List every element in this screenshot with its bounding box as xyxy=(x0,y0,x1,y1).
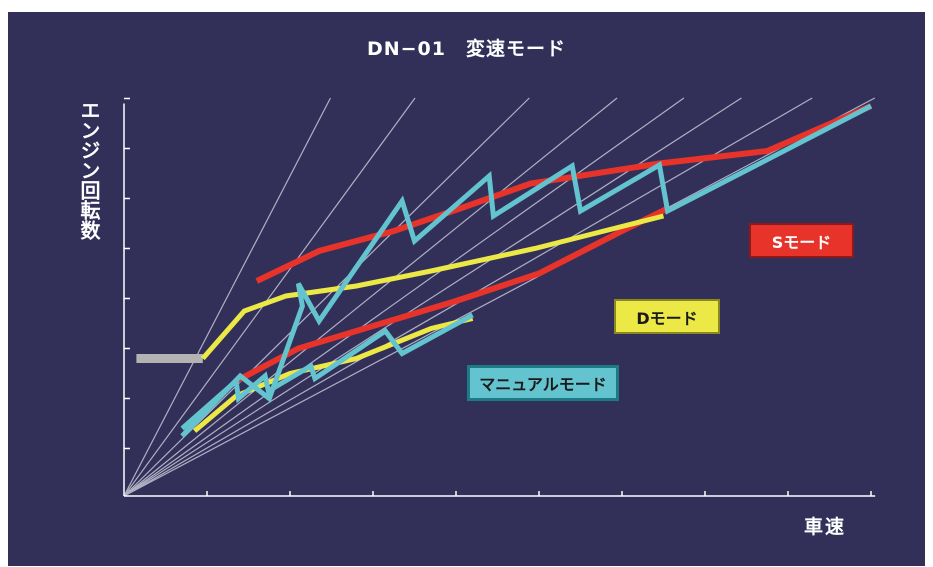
legend-manual-mode: マニュアルモード xyxy=(467,365,619,401)
ratio-line-5 xyxy=(123,97,685,497)
series-d-mode-line xyxy=(200,213,665,361)
chart-series xyxy=(136,103,873,438)
y-axis-label: エンジン回転数 xyxy=(77,100,101,240)
ratio-line-2 xyxy=(123,97,416,497)
series-manual-mode-line xyxy=(180,103,873,438)
x-axis-label: 車速 xyxy=(804,516,847,538)
ratio-line-4 xyxy=(123,97,618,497)
series-s-mode-line xyxy=(255,103,873,284)
legend-d-mode: Dモード xyxy=(614,299,720,334)
ratio-line-8 xyxy=(123,97,876,497)
series-s-low-line xyxy=(234,205,669,384)
ratio-line-6 xyxy=(123,97,742,497)
gear-ratio-lines xyxy=(123,97,876,497)
legend-s-mode: Sモード xyxy=(749,223,854,258)
series-d-low-line xyxy=(192,316,474,433)
ratio-line-1 xyxy=(123,97,331,497)
series-manual-low-line xyxy=(180,312,474,431)
chart-background xyxy=(8,12,925,566)
chart-title: DN−01 変速モード xyxy=(366,38,567,60)
chart-axes xyxy=(123,97,876,497)
